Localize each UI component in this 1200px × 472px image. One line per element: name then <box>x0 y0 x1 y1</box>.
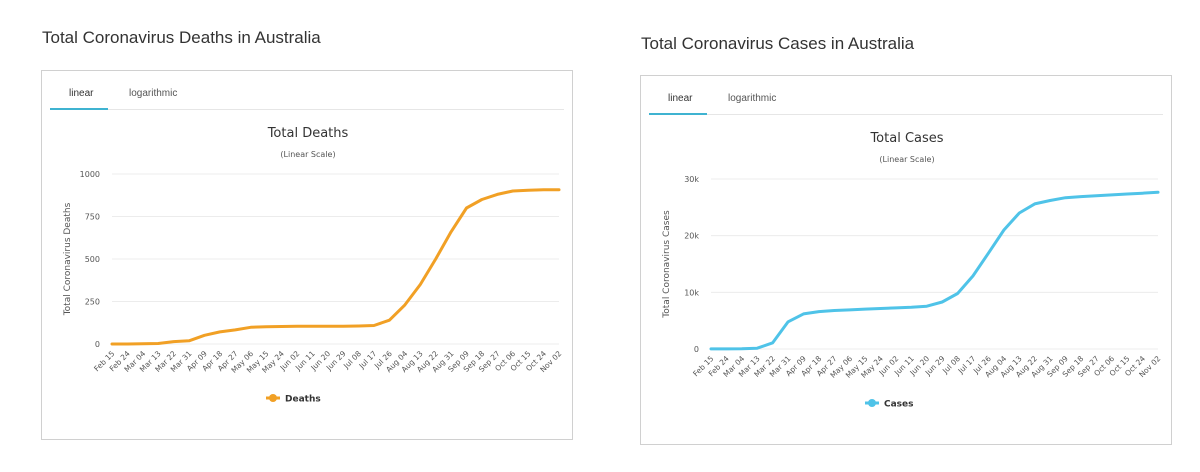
cases-section-title: Total Coronavirus Cases in Australia <box>641 34 915 53</box>
y-tick-label: 20k <box>684 232 699 241</box>
chart-subtitle: (Linear Scale) <box>879 155 934 164</box>
chart-subtitle: (Linear Scale) <box>280 150 335 159</box>
chart-title: Total Deaths <box>267 126 349 141</box>
y-tick-label: 0 <box>694 345 699 354</box>
y-tick-label: 750 <box>85 213 100 222</box>
series-line-cases <box>709 190 1160 351</box>
tab-active-indicator <box>649 113 707 115</box>
cases-scale-tabs: linear logarithmic <box>649 84 1163 115</box>
deaths-chart: Total Deaths (Linear Scale) 0 250 500 750 1000… <box>63 126 564 405</box>
y-tick-label: 10k <box>684 288 699 297</box>
series-line-deaths <box>110 188 561 346</box>
y-tick-label: 0 <box>95 340 100 349</box>
tab-linear[interactable]: linear <box>69 88 94 99</box>
deaths-section-title: Total Coronavirus Deaths in Australia <box>42 28 321 47</box>
tab-linear[interactable]: linear <box>668 93 693 104</box>
legend-marker <box>269 394 277 402</box>
cases-chart-panel: linear logarithmic Total Cases (Linear Sc… <box>640 75 1172 445</box>
y-tick-label: 30k <box>684 175 699 184</box>
y-axis-title: Total Coronavirus Cases <box>662 210 672 319</box>
cases-chart: Total Cases (Linear Scale) 0 10k 20k 30k Total… <box>662 131 1163 410</box>
y-tick-label: 250 <box>85 298 100 307</box>
y-tick-label: 1000 <box>80 170 100 179</box>
legend-label: Deaths <box>285 395 321 405</box>
tab-logarithmic[interactable]: logarithmic <box>728 93 777 104</box>
legend-marker <box>868 399 876 407</box>
chart-title: Total Cases <box>869 131 943 146</box>
deaths-chart-panel: linear logarithmic Total Deaths (Linear S… <box>41 70 573 440</box>
tab-logarithmic[interactable]: logarithmic <box>129 88 178 99</box>
y-tick-label: 500 <box>85 255 100 264</box>
legend-label: Cases <box>884 400 914 410</box>
tab-active-indicator <box>50 108 108 110</box>
deaths-scale-tabs: linear logarithmic <box>50 79 564 110</box>
y-axis-title: Total Coronavirus Deaths <box>63 202 73 316</box>
